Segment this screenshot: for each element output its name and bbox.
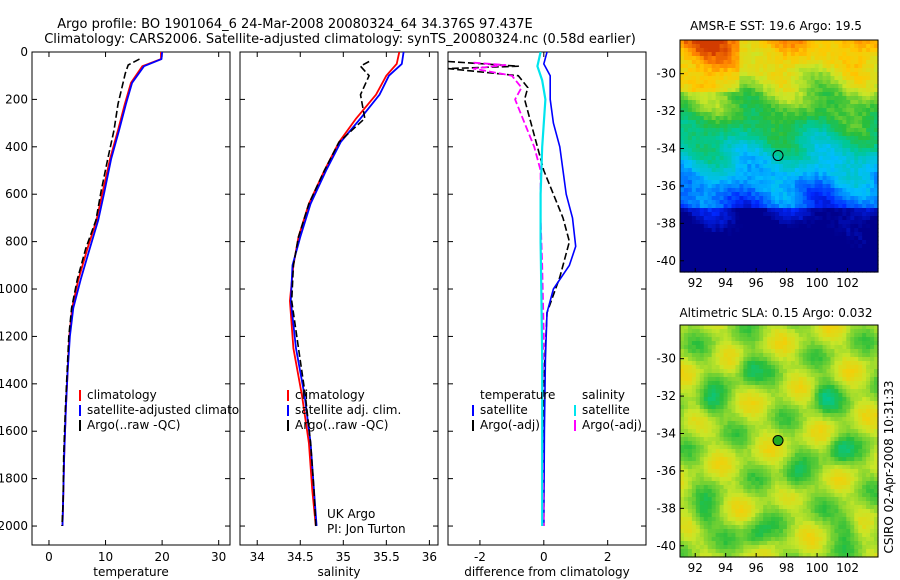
sla_map-lat-label: -32 [656, 389, 676, 403]
temperature-legend-label: climatology [87, 388, 157, 402]
depth-tick-label: 200 [5, 92, 28, 106]
sla_map-lat-label: -40 [656, 539, 676, 553]
sst_map-lon-label: 100 [806, 276, 829, 290]
depth-tick-label: 2000 [0, 519, 28, 533]
sst_map-color-grid [680, 40, 879, 273]
difference-xtick-label: 0 [540, 550, 548, 564]
sla_map-lat-label: -34 [656, 427, 676, 441]
legend-temperature-title: temperature [480, 388, 555, 402]
temperature-xtick-label: 0 [45, 550, 53, 564]
difference-series-2-line [472, 61, 545, 527]
sla_map-lon-label: 98 [779, 561, 794, 575]
legend-salinity-label: Argo(-adj) [582, 418, 642, 432]
difference-series-3-line [536, 52, 547, 526]
temperature-xtick-label: 30 [211, 550, 226, 564]
salinity-series-0-line [288, 52, 401, 527]
temperature-axes-frame [31, 51, 231, 546]
sst_map-lat-label: -36 [656, 179, 676, 193]
sla_map-lon-label: 102 [836, 561, 859, 575]
sla_map-lat-label: -30 [656, 352, 676, 366]
depth-tick-label: 1200 [0, 329, 28, 343]
sla_map-lat-label: -36 [656, 464, 676, 478]
sla_map-lon-label: 94 [718, 561, 733, 575]
sla-map-title: Altimetric SLA: 0.15 Argo: 0.032 [679, 306, 872, 320]
depth-tick-label: 1400 [0, 377, 28, 391]
salinity-axes-frame [239, 51, 439, 546]
difference-axes-frame [447, 51, 647, 546]
depth-tick-label: 1800 [0, 472, 28, 486]
depth-tick-label: 800 [5, 235, 28, 249]
sla_map-lon-label: 96 [749, 561, 764, 575]
temperature-profile-panel: 0 10 20 30 temperature 0 200 400 600 800 1000 1200 1… [0, 45, 265, 579]
difference-xtick-label: -2 [474, 550, 486, 564]
difference-xlabel: difference from climatology [464, 565, 630, 579]
salinity-legend-label: satellite adj. clim. [295, 403, 401, 417]
sst_map-lon-label: 96 [749, 276, 764, 290]
salinity-xtick-label: 34 [250, 550, 265, 564]
sst-map-title: AMSR-E SST: 19.6 Argo: 19.5 [690, 19, 862, 33]
sla_map-argo-location-marker [772, 435, 784, 447]
figure-title-line2: Climatology: CARS2006. Satellite-adjuste… [44, 32, 636, 47]
difference-series-group [448, 52, 577, 527]
temperature-series-group [61, 52, 163, 527]
difference-series-1-line [542, 52, 577, 527]
temperature-legend-label: satellite-adjusted climatology [87, 403, 265, 417]
salinity-series-2-line [290, 60, 370, 527]
legend-temperature-label: Argo(-adj) [480, 418, 540, 432]
salinity-xlabel: salinity [317, 565, 360, 579]
sst_map-lat-label: -34 [656, 142, 676, 156]
sst_map-lat-label: -38 [656, 216, 676, 230]
depth-tick-label: 0 [20, 45, 28, 59]
depth-tick-label: 1000 [0, 282, 28, 296]
salinity-profile-panel: 34 34.5 35 35.5 36 salinity climatologysatelli… [239, 51, 439, 579]
sst_map-lon-label: 94 [718, 276, 733, 290]
salinity-legend-label: Argo(..raw -QC) [295, 418, 388, 432]
salinity-xtick-label: 34.5 [287, 550, 314, 564]
sst_map-lat-label: -40 [656, 254, 676, 268]
depth-tick-label: 600 [5, 187, 28, 201]
sla_map-lon-label: 92 [688, 561, 703, 575]
sla_map-color-grid [680, 325, 879, 558]
salinity-annotation: UK Argo [327, 507, 375, 521]
difference-xtick-label: 2 [604, 550, 612, 564]
temperature-xtick-label: 10 [98, 550, 113, 564]
sst_map-lon-label: 98 [779, 276, 794, 290]
temperature-series-2-line [61, 58, 140, 527]
difference-series-0-line [448, 60, 571, 526]
sst_map-argo-location-marker [772, 150, 784, 162]
sla_map-lon-label: 100 [806, 561, 829, 575]
sst_map-lon-label: 102 [836, 276, 859, 290]
salinity-legend-label: climatology [295, 388, 365, 402]
sst_map-lat-label: -32 [656, 104, 676, 118]
salinity-annotation: PI: Jon Turton [327, 522, 406, 536]
sla_map-frame [679, 324, 879, 558]
salinity-xtick-label: 35.5 [373, 550, 400, 564]
figure-title-line1: Argo profile: BO 1901064_6 24-Mar-2008 2… [57, 17, 533, 32]
timestamp-label: CSIRO 02-Apr-2008 10:31:33 [882, 380, 896, 553]
temperature-xlabel: temperature [93, 565, 168, 579]
sst_map-lat-label: -30 [656, 67, 676, 81]
sla_map-lat-label: -38 [656, 501, 676, 515]
sst_map-frame [679, 39, 879, 273]
salinity-xtick-label: 36 [422, 550, 437, 564]
legend-salinity-label: satellite [582, 403, 630, 417]
sst_map-lon-label: 92 [688, 276, 703, 290]
sla-map-panel: Altimetric SLA: 0.15 Argo: 0.032 92 94 96 9… [656, 306, 879, 575]
depth-tick-label: 400 [5, 140, 28, 154]
depth-tick-label: 1600 [0, 424, 28, 438]
salinity-xtick-label: 35 [336, 550, 351, 564]
temperature-xtick-label: 20 [154, 550, 169, 564]
sst-map-panel: AMSR-E SST: 19.6 Argo: 19.5 92 94 96 98 100 1… [656, 19, 879, 290]
legend-salinity-title: salinity [582, 388, 625, 402]
temperature-legend-label: Argo(..raw -QC) [87, 418, 180, 432]
legend-temperature-label: satellite [480, 403, 528, 417]
salinity-series-group [288, 52, 405, 527]
